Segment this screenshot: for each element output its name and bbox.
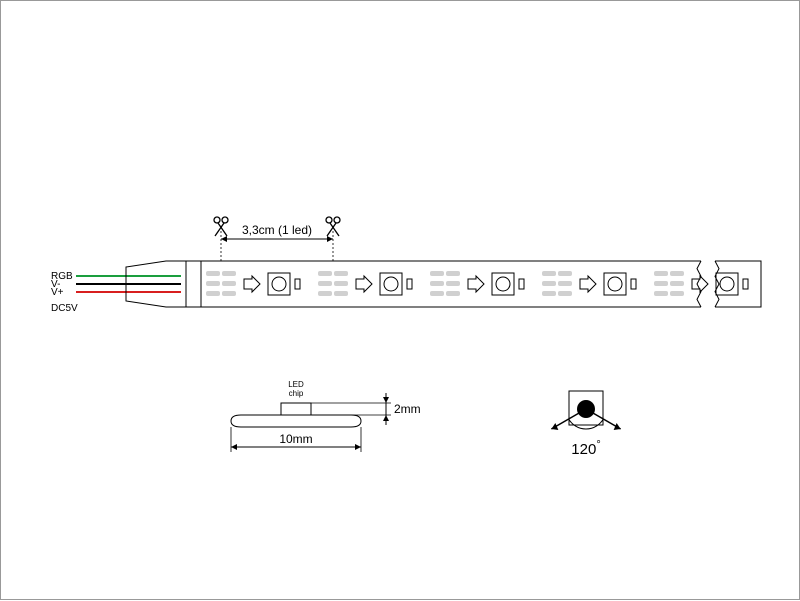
solder-pad (318, 281, 332, 286)
height-label: 2mm (394, 402, 421, 416)
solder-pad (542, 291, 556, 296)
chip-label: LED (288, 380, 304, 389)
strip-cross-section (231, 415, 361, 427)
solder-pad (334, 271, 348, 276)
solder-pad (206, 281, 220, 286)
solder-pad (222, 281, 236, 286)
solder-pad (558, 291, 572, 296)
solder-pad (446, 271, 460, 276)
solder-pad (654, 281, 668, 286)
solder-pad (670, 281, 684, 286)
wire-label: V+ (51, 287, 64, 298)
solder-pad (318, 291, 332, 296)
chip-profile (281, 403, 311, 415)
solder-pad (430, 281, 444, 286)
scissors-icon (214, 217, 228, 236)
solder-pad (670, 271, 684, 276)
solder-pad (446, 281, 460, 286)
solder-pad (430, 291, 444, 296)
solder-pad (670, 291, 684, 296)
solder-pad (334, 291, 348, 296)
chip-label: chip (289, 389, 304, 398)
solder-pad (318, 271, 332, 276)
solder-pad (542, 271, 556, 276)
segment-length-label: 3,3cm (1 led) (242, 223, 312, 237)
solder-pad (446, 291, 460, 296)
solder-pad (558, 271, 572, 276)
solder-pad (334, 281, 348, 286)
scissors-icon (326, 217, 340, 236)
solder-pad (222, 271, 236, 276)
voltage-label: DC5V (51, 303, 78, 314)
solder-pad (654, 271, 668, 276)
solder-pad (206, 271, 220, 276)
beam-angle-label: 120° (571, 439, 600, 458)
width-label: 10mm (279, 432, 312, 446)
solder-pad (558, 281, 572, 286)
solder-pad (654, 291, 668, 296)
solder-pad (542, 281, 556, 286)
solder-pad (430, 271, 444, 276)
solder-pad (206, 291, 220, 296)
solder-pad (222, 291, 236, 296)
